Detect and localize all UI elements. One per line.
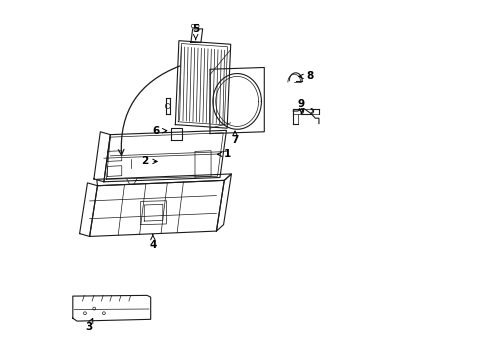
Text: 8: 8 [299,71,314,81]
Text: 7: 7 [231,131,239,145]
Text: 1: 1 [218,149,232,159]
Text: 9: 9 [298,99,305,113]
Text: 2: 2 [141,157,157,166]
Text: 4: 4 [149,234,156,250]
Text: 3: 3 [85,319,93,332]
Text: 5: 5 [192,24,199,40]
Text: 6: 6 [153,126,167,136]
